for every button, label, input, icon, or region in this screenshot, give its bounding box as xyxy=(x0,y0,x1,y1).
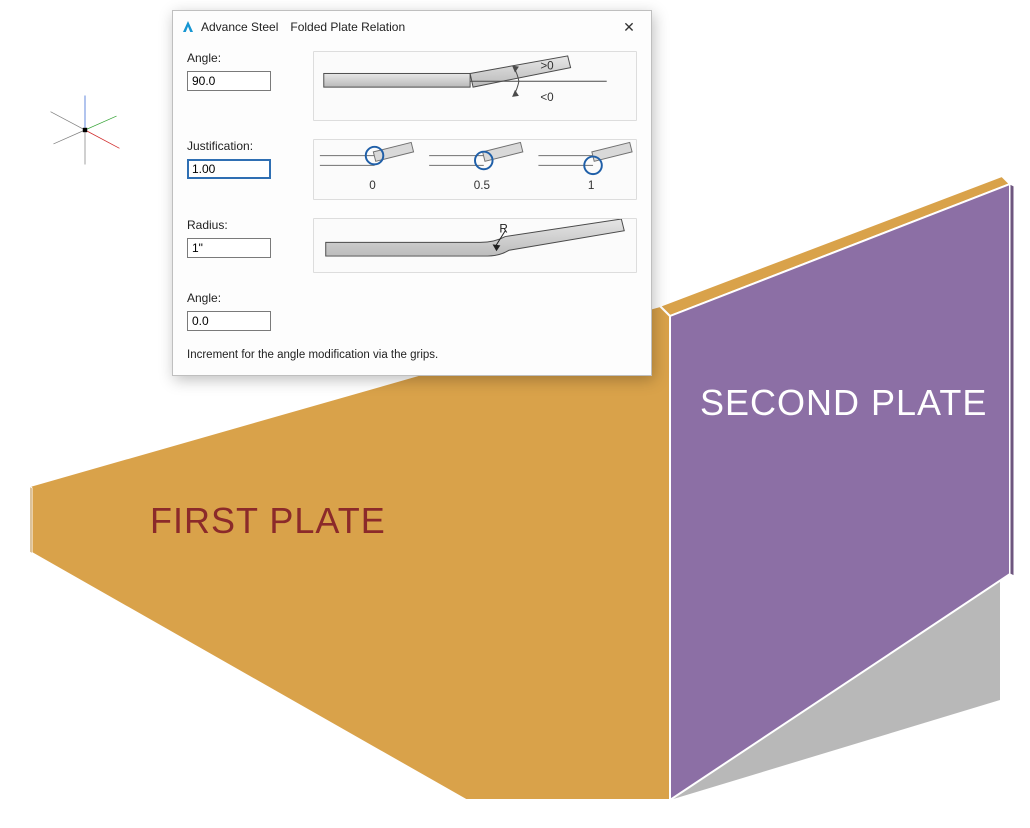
radius-diagram: R xyxy=(313,218,637,274)
angle-lt0-label: <0 xyxy=(540,91,554,104)
axis-gizmo xyxy=(30,75,140,185)
row-justification: Justification: xyxy=(187,139,637,200)
angle2-hint: Increment for the angle modification via… xyxy=(187,349,637,361)
second-plate-right-edge xyxy=(1010,184,1014,576)
justification-label: Justification: xyxy=(187,139,297,153)
angle2-label: Angle: xyxy=(187,291,297,305)
second-plate-label: SECOND PLATE xyxy=(700,382,987,424)
justification-diagram: 0 0.5 1 xyxy=(313,139,637,200)
just-label-1: 1 xyxy=(588,179,595,192)
dialog-title: Folded Plate Relation xyxy=(290,20,405,34)
radius-input[interactable] xyxy=(187,238,271,258)
first-plate-edge xyxy=(30,486,32,554)
angle-input[interactable] xyxy=(187,71,271,91)
dialog-titlebar[interactable]: Advance Steel Folded Plate Relation ✕ xyxy=(173,11,651,41)
angle-label: Angle: xyxy=(187,51,297,65)
row-radius: Radius: R xyxy=(187,218,637,274)
angle-gt0-label: >0 xyxy=(540,60,554,73)
app-icon xyxy=(181,20,195,34)
row-angle: Angle: >0 xyxy=(187,51,637,121)
row-angle2: Angle: xyxy=(187,291,637,331)
justification-input[interactable] xyxy=(187,159,271,179)
angle-diagram: >0 <0 xyxy=(313,51,637,121)
first-plate-top xyxy=(30,306,670,800)
angle2-input[interactable] xyxy=(187,311,271,331)
first-plate-label: FIRST PLATE xyxy=(150,500,386,542)
close-button[interactable]: ✕ xyxy=(615,17,643,37)
app-name: Advance Steel xyxy=(201,20,278,34)
dialog-body: Angle: >0 xyxy=(173,41,651,375)
radius-label: Radius: xyxy=(187,218,297,232)
just-label-05: 0.5 xyxy=(474,179,491,192)
just-label-0: 0 xyxy=(369,179,376,192)
folded-plate-dialog: Advance Steel Folded Plate Relation ✕ An… xyxy=(172,10,652,376)
